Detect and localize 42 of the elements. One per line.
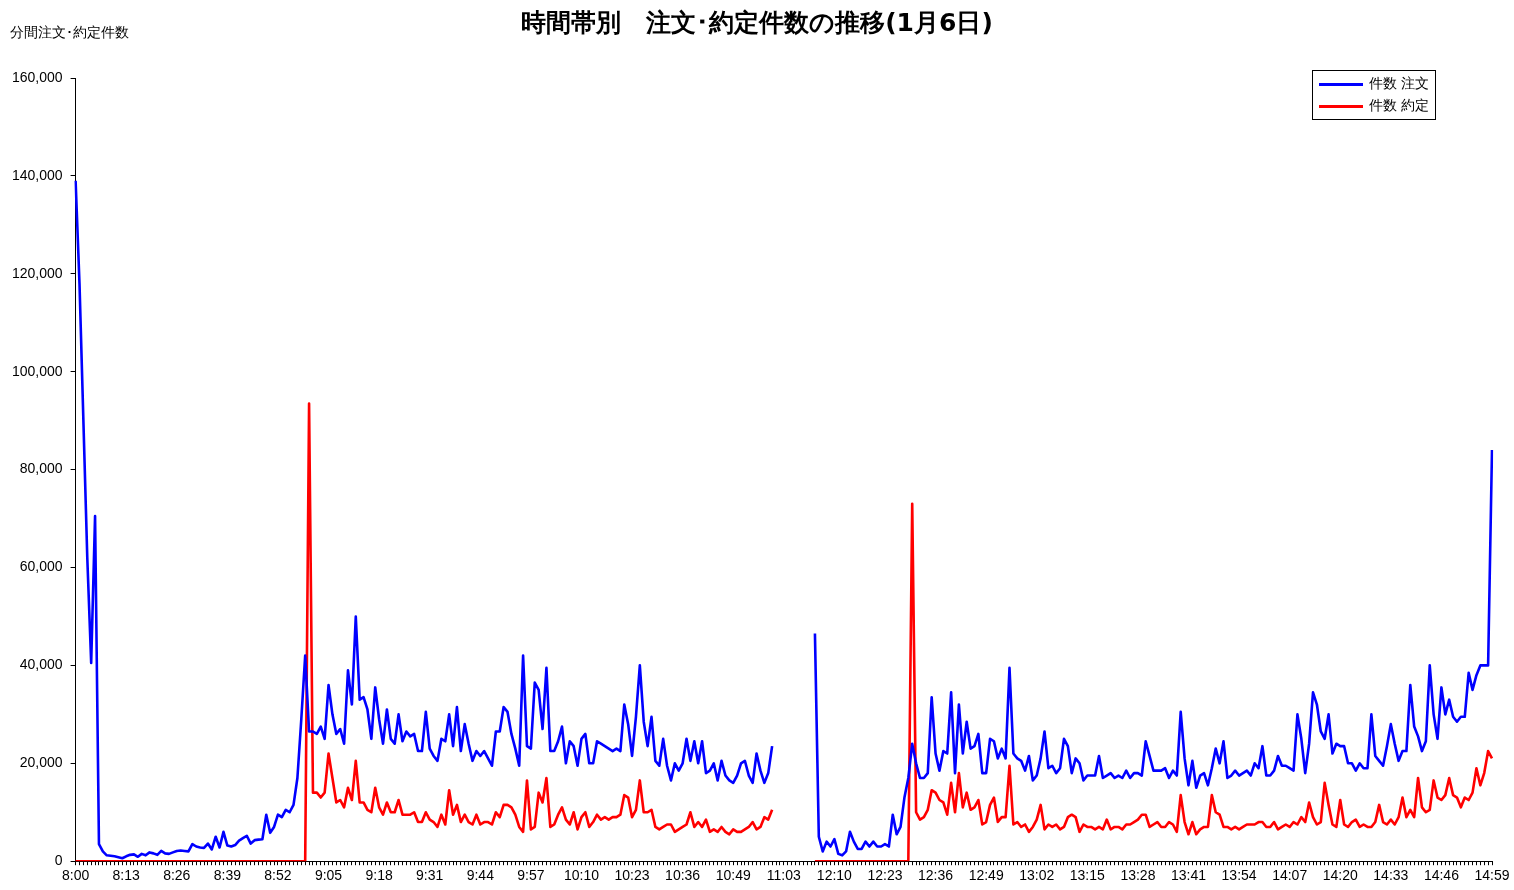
y-tick-label: 0	[54, 852, 63, 869]
x-tick-label: 14:59	[1474, 867, 1510, 884]
x-tick-label: 14:46	[1423, 867, 1460, 884]
x-tick-label: 14:33	[1373, 867, 1409, 884]
x-tick-label: 13:41	[1170, 867, 1207, 884]
x-tick-label: 14:07	[1272, 867, 1308, 884]
x-tick-label: 8:13	[112, 867, 141, 884]
x-tick-label: 12:10	[816, 867, 853, 884]
x-tick-label: 14:20	[1322, 867, 1358, 884]
x-tick-label: 8:26	[163, 867, 191, 884]
y-tick-label: 160,000	[12, 68, 63, 85]
chart-title: 時間帯別 注文･約定件数の推移(1月6日)	[521, 8, 993, 37]
x-tick-label: 8:52	[264, 867, 292, 884]
x-tick-label: 9:05	[314, 867, 343, 884]
x-tick-label: 8:00	[61, 867, 90, 884]
x-tick-label: 9:31	[416, 867, 444, 884]
x-tick-label: 13:54	[1221, 867, 1257, 884]
x-tick-label: 8:39	[213, 867, 242, 884]
x-tick-label: 11:03	[766, 867, 802, 884]
x-tick-label: 10:23	[614, 867, 650, 884]
x-tick-label: 9:18	[365, 867, 393, 884]
y-tick-label: 60,000	[19, 558, 63, 575]
x-tick-label: 9:44	[466, 867, 495, 884]
y-tick-label: 100,000	[12, 362, 63, 379]
x-tick-label: 10:36	[665, 867, 701, 884]
x-tick-label: 12:49	[968, 867, 1004, 884]
x-tick-label: 12:36	[918, 867, 954, 884]
x-tick-label: 9:57	[517, 867, 545, 884]
y-tick-label: 40,000	[19, 656, 63, 673]
y-axis-title: 分間注文･約定件数	[10, 24, 129, 42]
x-tick-label: 13:15	[1069, 867, 1106, 884]
x-tick-label: 13:28	[1120, 867, 1156, 884]
x-tick-label: 12:23	[867, 867, 903, 884]
y-tick-label: 20,000	[19, 754, 63, 771]
x-tick-label: 13:02	[1019, 867, 1055, 884]
x-tick-label: 10:49	[715, 867, 751, 884]
legend-label: 件数 注文	[1368, 75, 1429, 93]
legend-label: 件数 約定	[1368, 97, 1429, 115]
y-tick-label: 80,000	[19, 460, 63, 477]
y-tick-label: 140,000	[12, 166, 63, 183]
x-tick-label: 10:10	[563, 867, 600, 884]
y-tick-label: 120,000	[12, 264, 63, 281]
